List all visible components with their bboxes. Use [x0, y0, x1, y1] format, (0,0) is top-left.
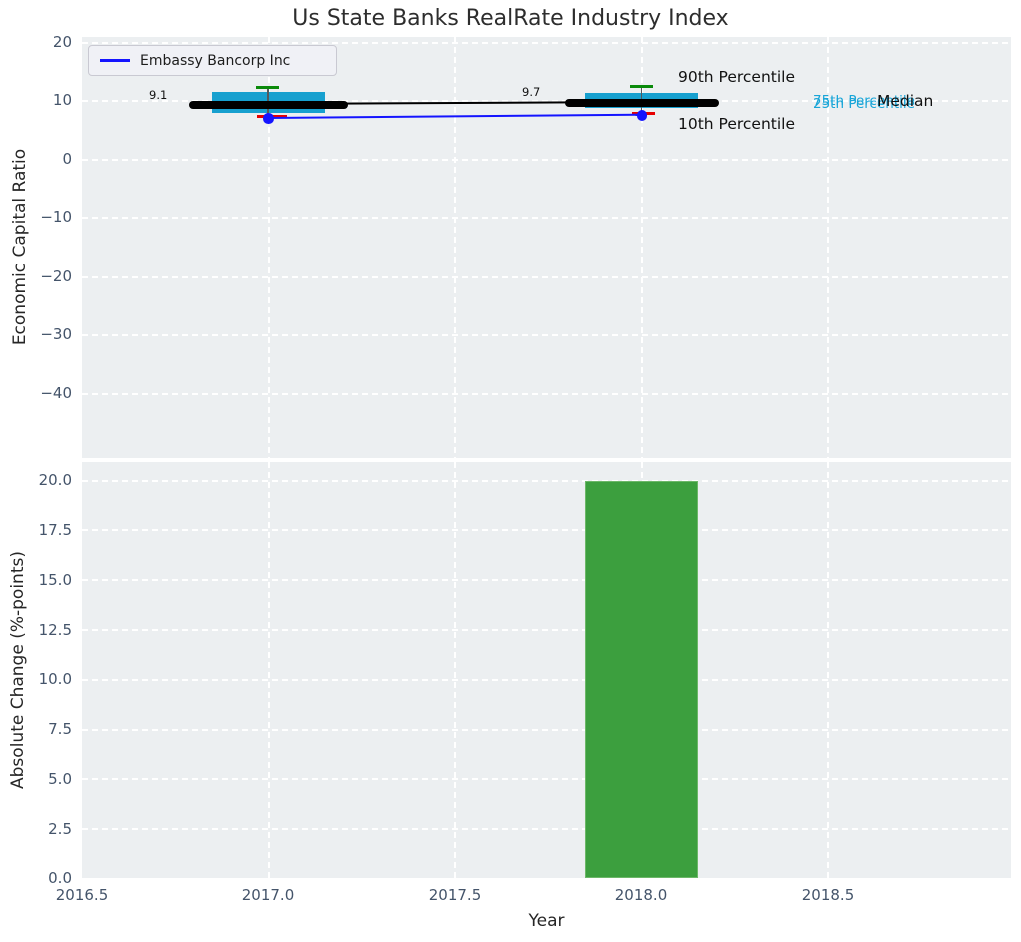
- gridline-v: [454, 37, 456, 458]
- company-marker-2017: [263, 113, 274, 124]
- ytick-top: −20: [40, 267, 72, 285]
- p90-cap-2018: [630, 84, 653, 88]
- median-segment-2018: [565, 98, 719, 107]
- bottom-plot-area: [82, 462, 1011, 878]
- annotation-90th-percentile: 90th Percentile: [678, 68, 796, 86]
- annotation-10th-percentile: 10th Percentile: [678, 115, 796, 133]
- ytick-bottom: 20.0: [38, 471, 72, 489]
- ytick-top: −40: [40, 384, 72, 402]
- gridline-h: [82, 480, 1011, 482]
- gridline-h: [82, 629, 1011, 631]
- gridline-h: [82, 217, 1011, 219]
- legend: Embassy Bancorp Inc: [88, 45, 337, 76]
- median-segment-2017: [189, 100, 348, 109]
- x-axis-label: Year: [528, 911, 565, 931]
- gridline-v: [827, 462, 829, 878]
- ytick-bottom: 10.0: [38, 670, 72, 688]
- gridline-v: [641, 37, 643, 458]
- annotation-25th-percentile: 25th Percentile: [813, 95, 915, 112]
- gridline-h: [82, 159, 1011, 161]
- xtick: 2016.5: [55, 886, 109, 904]
- ytick-top: 20: [52, 33, 72, 51]
- gridline-h: [82, 579, 1011, 581]
- xtick: 2017.0: [241, 886, 295, 904]
- legend-label: Embassy Bancorp Inc: [140, 52, 291, 69]
- company-marker-2018: [636, 110, 647, 121]
- ytick-bottom: 5.0: [48, 770, 72, 788]
- p90-cap-2017: [256, 85, 279, 89]
- gridline-h: [82, 729, 1011, 731]
- ytick-top: −30: [40, 325, 72, 343]
- gridline-h: [82, 828, 1011, 830]
- legend-line-sample: [100, 59, 130, 62]
- median-value-2018: 9.7: [522, 85, 541, 99]
- change-bar-2018: [585, 481, 698, 878]
- gridline-v: [268, 462, 270, 878]
- top-plot-area: 9.1 9.7 90th Percentile 10th Percentile …: [82, 37, 1011, 458]
- chart-title: Us State Banks RealRate Industry Index: [292, 6, 729, 31]
- gridline-v: [827, 37, 829, 458]
- gridline-h: [82, 778, 1011, 780]
- xtick: 2018.0: [614, 886, 668, 904]
- annotation-median: Median: [877, 91, 934, 110]
- ytick-top: −10: [40, 208, 72, 226]
- ytick-bottom: 7.5: [48, 720, 72, 738]
- gridline-h: [82, 100, 1011, 102]
- ytick-top: 10: [52, 91, 72, 109]
- top-y-axis-label: Economic Capital Ratio: [10, 148, 30, 346]
- median-value-2017: 9.1: [149, 88, 168, 102]
- xtick: 2017.5: [428, 886, 482, 904]
- ytick-bottom: 15.0: [38, 571, 72, 589]
- ytick-top: 0: [62, 150, 72, 168]
- gridline-h: [82, 679, 1011, 681]
- gridline-h: [82, 393, 1011, 395]
- ytick-bottom: 17.5: [38, 521, 72, 539]
- gridline-h: [82, 42, 1011, 44]
- ytick-bottom: 2.5: [48, 820, 72, 838]
- ytick-bottom: 12.5: [38, 621, 72, 639]
- ytick-bottom: 0.0: [48, 869, 72, 887]
- gridline-h: [82, 529, 1011, 531]
- xtick: 2018.5: [801, 886, 855, 904]
- gridline-v: [454, 462, 456, 878]
- annotation-75th-percentile: 75th Percentile: [813, 92, 915, 109]
- gridline-h: [82, 334, 1011, 336]
- gridline-v: [268, 37, 270, 458]
- gridline-h: [82, 276, 1011, 278]
- bottom-y-axis-label: Absolute Change (%-points): [8, 551, 28, 789]
